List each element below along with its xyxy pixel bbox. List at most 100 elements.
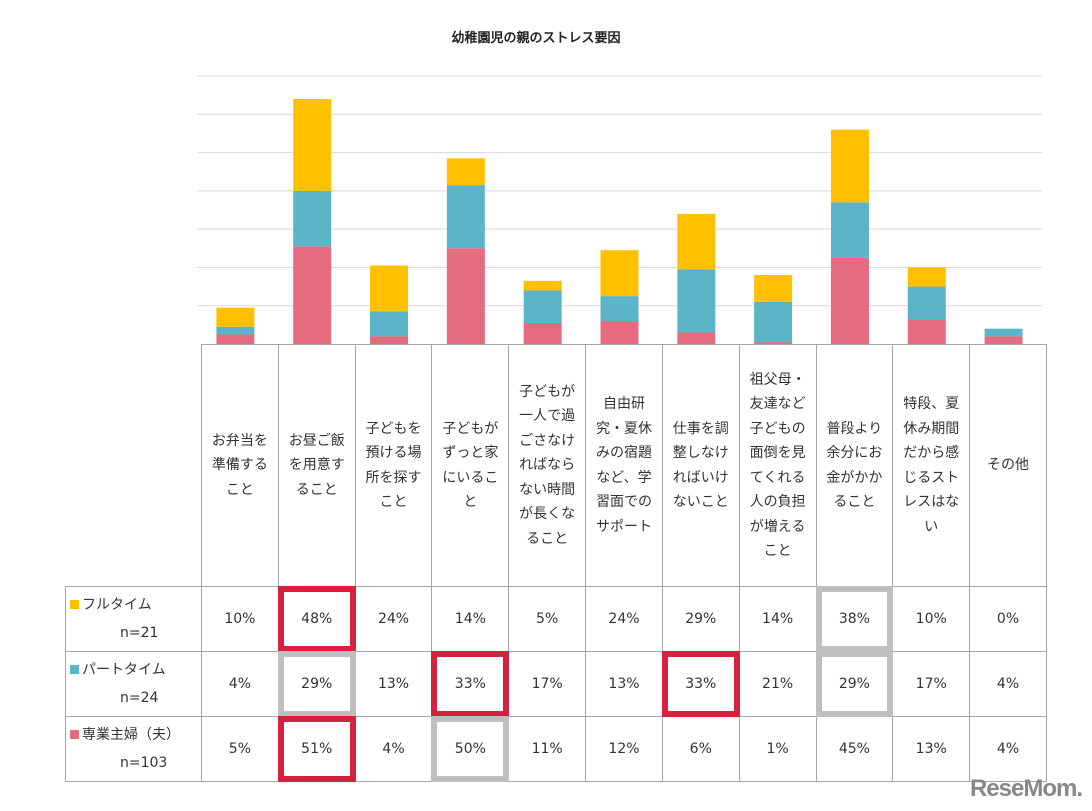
value-cell: 24%	[585, 586, 663, 652]
value-label: 4%	[228, 676, 252, 692]
bar-segment	[216, 326, 255, 335]
bar-segment	[370, 311, 409, 337]
category-label: 仕事を調 整しなけ ればいけ ないこと	[661, 344, 740, 587]
value-label: 29%	[301, 676, 333, 692]
value-label: 14%	[454, 611, 486, 627]
legend-swatch	[70, 665, 79, 674]
value-cell: 48%	[277, 586, 356, 652]
category-label: お弁当を 準備する こと	[201, 344, 279, 587]
resemom-logo: ReseMom.	[969, 775, 1083, 802]
value-cell: 29%	[661, 586, 740, 652]
value-label: 51%	[301, 741, 333, 757]
bar-segment	[984, 336, 1023, 344]
value-cell: 29%	[815, 651, 894, 717]
category-label: 特段、夏 休み期間 だから感 じるスト レスはな い	[892, 344, 971, 587]
highlight-box	[431, 651, 510, 717]
value-label: 6%	[689, 741, 712, 757]
value-label: 38%	[838, 611, 870, 627]
bar-segment	[293, 98, 332, 191]
sample-size: n=21	[120, 625, 159, 641]
value-label: 29%	[838, 676, 870, 692]
value-label: 24%	[608, 611, 640, 627]
bar-segment	[523, 290, 562, 323]
value-cell: 33%	[431, 651, 510, 717]
blank-cell	[65, 344, 202, 587]
value-label: 33%	[454, 676, 486, 692]
bar-segment	[907, 286, 946, 320]
value-cell: 13%	[354, 651, 433, 717]
series-label: フルタイム n=21	[65, 586, 202, 652]
value-label: 11%	[531, 741, 563, 757]
value-cell: 5%	[508, 586, 587, 652]
value-label: 10%	[915, 611, 947, 627]
chart-title: 幼稚園児の親のストレス要因	[451, 31, 621, 46]
value-label: 14%	[762, 611, 794, 627]
value-cell: 17%	[892, 651, 971, 717]
value-cell: 12%	[585, 716, 663, 782]
bar-segment	[830, 202, 869, 258]
bar-segment	[600, 296, 639, 322]
bar-segment	[370, 265, 409, 312]
value-cell: 11%	[508, 716, 587, 782]
value-cell: 4%	[969, 651, 1047, 717]
category-label: その他	[969, 344, 1047, 587]
sample-size: n=24	[120, 690, 159, 706]
value-cell: 4%	[354, 716, 433, 782]
bar-segment	[830, 257, 869, 344]
highlight-box	[431, 716, 510, 782]
value-label: 13%	[608, 676, 640, 692]
highlight-box	[815, 651, 894, 717]
value-cell: 13%	[585, 651, 663, 717]
value-label: 24%	[377, 611, 410, 627]
bar-segment	[830, 129, 869, 203]
bar-segment	[446, 185, 485, 249]
value-label: 48%	[301, 611, 333, 627]
bar-segment	[293, 190, 332, 247]
bar-segment	[446, 248, 485, 344]
category-label: 子どもが ずっと家 にいるこ と	[431, 344, 510, 587]
value-cell: 33%	[661, 651, 740, 717]
value-label: 5%	[228, 741, 252, 757]
data-table: お弁当を 準備する こと お昼ご飯 を用意す ること 子どもを 預ける場 所を探す …	[65, 344, 1047, 782]
value-label: 33%	[685, 676, 717, 692]
category-label: 普段より 余分にお 金がかか ること	[815, 344, 894, 587]
bar-segment	[754, 275, 793, 302]
value-cell: 38%	[815, 586, 894, 652]
bar-segment	[754, 342, 793, 344]
category-label: お昼ご飯 を用意す ること	[277, 344, 356, 587]
series-name: フルタイム	[82, 597, 152, 613]
bar-segment	[293, 246, 332, 344]
series-label: 専業主婦（夫） n=103	[65, 716, 202, 782]
value-label: 4%	[996, 741, 1020, 757]
bar-segment	[600, 321, 639, 344]
value-label: 45%	[838, 741, 870, 757]
highlight-box	[661, 651, 740, 717]
value-label: 17%	[915, 676, 947, 692]
legend-swatch	[70, 600, 79, 609]
bar-segment	[446, 158, 485, 186]
bar-segment	[523, 280, 562, 291]
value-cell: 14%	[738, 586, 817, 652]
bar-segment	[677, 213, 716, 270]
value-label: 13%	[377, 676, 410, 692]
bar-segment	[216, 334, 255, 344]
series-name: 専業主婦（夫）	[82, 727, 180, 743]
value-label: 29%	[685, 611, 717, 627]
value-cell: 51%	[277, 716, 356, 782]
value-label: 21%	[762, 676, 794, 692]
value-cell: 4%	[969, 716, 1047, 782]
table-row: フルタイム n=21 10% 48% 24% 14% 5% 24% 29% 14% 38% 10% 0%	[65, 586, 1047, 652]
series-label: パートタイム n=24	[65, 651, 202, 717]
value-cell: 50%	[431, 716, 510, 782]
bar-segment	[600, 250, 639, 297]
value-cell: 5%	[201, 716, 279, 782]
value-cell: 1%	[738, 716, 817, 782]
value-cell: 6%	[661, 716, 740, 782]
header-row: お弁当を 準備する こと お昼ご飯 を用意す ること 子どもを 預ける場 所を探す …	[65, 344, 1047, 587]
value-label: 13%	[915, 741, 947, 757]
bar-segment	[370, 336, 409, 344]
value-label: 12%	[608, 741, 640, 757]
bar-segment	[984, 328, 1023, 337]
